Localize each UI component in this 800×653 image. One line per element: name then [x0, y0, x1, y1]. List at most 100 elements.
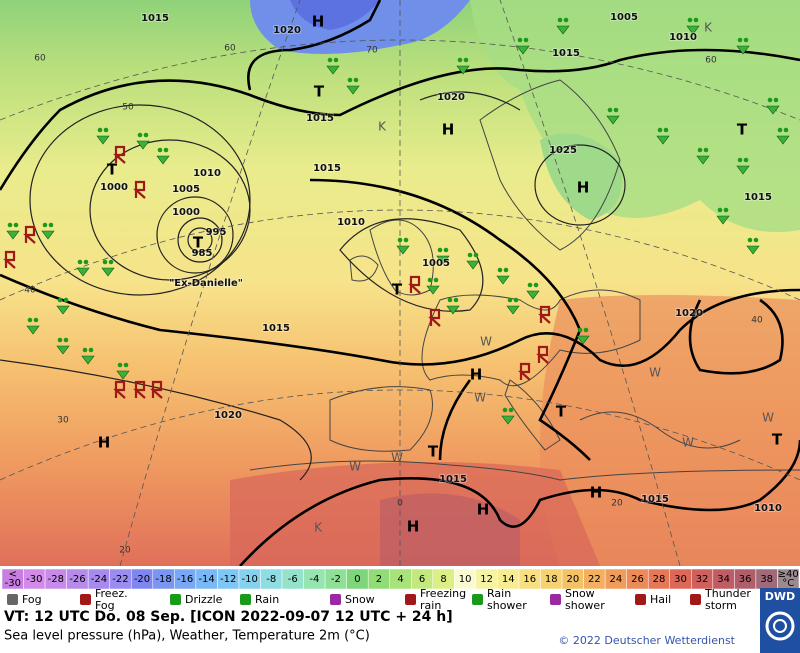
scale-label: -16: [177, 574, 193, 585]
temperature-contour-label: 40: [24, 286, 36, 296]
isobar-label: 1010: [669, 32, 697, 43]
rain-symbol: [743, 157, 749, 163]
cold-core: [290, 0, 380, 30]
pressure-center: T: [737, 121, 748, 139]
isobar-label: 1015: [306, 113, 334, 124]
shower-symbol: [466, 260, 480, 270]
thunderstorm-symbol: [113, 380, 126, 399]
rain-symbol: [83, 259, 89, 265]
temperature-contour-label: 70: [366, 46, 378, 56]
rain-symbol: [103, 127, 109, 133]
rain-symbol: [397, 237, 403, 243]
rain-symbol: [717, 207, 723, 213]
scale-label: 30: [674, 574, 687, 585]
legend-label: Freez. Fog: [95, 587, 128, 612]
scale-label: 8: [440, 574, 446, 585]
rain-symbol: [743, 37, 749, 43]
rain-symbol: [657, 127, 663, 133]
isobar-label: 1020: [214, 410, 242, 421]
weather-symbols: [3, 17, 790, 425]
legend-icon: [240, 594, 251, 605]
temperature-contour-label: 30: [57, 416, 69, 426]
legend-label: Snow: [345, 593, 375, 606]
shower-symbol: [766, 105, 780, 115]
rain-symbol: [123, 362, 129, 368]
region-mark: W: [762, 411, 774, 425]
shower-symbol: [446, 305, 460, 315]
region-mark: W: [391, 451, 403, 465]
scale-label: -28: [48, 574, 64, 585]
rain-symbol: [457, 57, 463, 63]
shower-symbol: [396, 245, 410, 255]
scale-label: 20: [566, 574, 579, 585]
legend-label-line: Rain: [487, 587, 511, 600]
legend-label-line: Fog: [95, 599, 115, 612]
isobar-label: 1015: [744, 192, 772, 203]
region-mark: W: [682, 436, 694, 450]
dwd-logo-swirl-inner: [773, 619, 787, 633]
shower-symbol: [76, 267, 90, 277]
graticule: [0, 0, 800, 567]
rain-symbol: [163, 147, 169, 153]
thunderstorm-symbol: [150, 380, 163, 399]
rain-symbol: [737, 37, 743, 43]
legend-icon: [690, 594, 701, 605]
scale-label: -24: [91, 574, 107, 585]
legend-label-line: shower: [487, 599, 527, 612]
isobar-label: 1020: [273, 25, 301, 36]
rain-symbol: [687, 17, 693, 23]
rain-symbol: [607, 107, 613, 113]
scale-label: 32: [696, 574, 709, 585]
scale-label: -14: [198, 574, 214, 585]
rain-symbol: [737, 157, 743, 163]
region-mark: W: [649, 366, 661, 380]
temperature-contour-label: 0: [397, 499, 403, 509]
temperature-contour-label: 50: [122, 103, 134, 113]
rain-symbol: [48, 222, 54, 228]
shower-symbol: [736, 45, 750, 55]
shower-symbol: [436, 255, 450, 265]
shower-symbol: [656, 135, 670, 145]
pressure-center: T: [772, 431, 783, 449]
thunderstorm-symbol: [408, 275, 421, 294]
legend-icon: [635, 594, 646, 605]
rain-symbol: [453, 297, 459, 303]
shower-symbol: [516, 45, 530, 55]
isobar-label: 1015: [552, 48, 580, 59]
main-isobars: [0, 0, 800, 567]
rain-symbol: [137, 132, 143, 138]
shower-symbol: [346, 85, 360, 95]
rain-symbol: [773, 97, 779, 103]
thunderstorm-symbol: [536, 345, 549, 364]
legend-label: Thunder storm: [704, 587, 751, 612]
scale-label: -30: [5, 578, 21, 589]
temperature-contour-label: 20: [119, 546, 131, 556]
isobar-label: 1010: [754, 503, 782, 514]
rain-symbol: [583, 327, 589, 333]
rain-symbol: [663, 127, 669, 133]
scale-label: 12: [480, 574, 493, 585]
rain-symbol: [108, 259, 114, 265]
shower-symbol: [576, 335, 590, 345]
legend-label: Snow shower: [565, 587, 605, 612]
region-mark: W: [480, 335, 492, 349]
scale-label: 24: [610, 574, 623, 585]
shower-symbol: [6, 230, 20, 240]
legend-label: Rain shower: [487, 587, 527, 612]
legend-icon: [550, 594, 561, 605]
rain-symbol: [502, 407, 508, 413]
scale-label: 16: [523, 574, 536, 585]
rain-symbol: [88, 347, 94, 353]
rain-symbol: [143, 132, 149, 138]
shower-symbol: [746, 245, 760, 255]
shower-symbol: [606, 115, 620, 125]
rain-symbol: [443, 247, 449, 253]
shower-symbol: [426, 285, 440, 295]
region-mark: K: [378, 120, 387, 134]
rain-symbol: [117, 362, 123, 368]
dwd-logo-text: DWD: [765, 590, 795, 603]
rain-symbol: [437, 247, 443, 253]
scale-label: ≥40: [778, 569, 799, 580]
scale-label: 38: [760, 574, 773, 585]
